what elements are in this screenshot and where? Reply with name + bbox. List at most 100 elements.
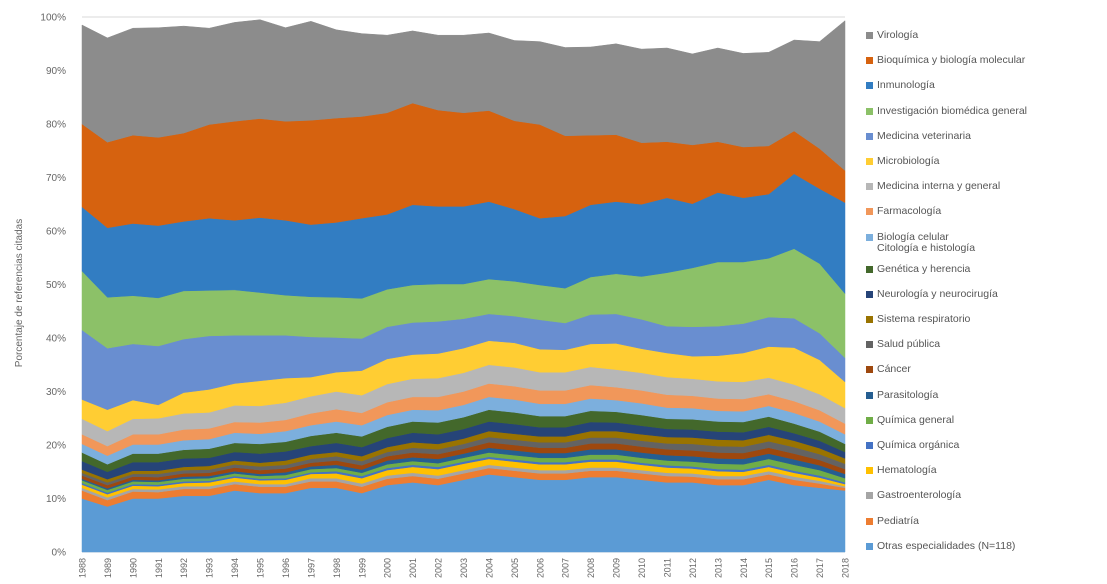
legend-swatch [866,208,873,216]
legend-swatch [866,492,873,500]
legend-item: Bioquímica y biología molecular [866,55,1025,66]
legend-swatch [866,517,873,525]
legend-swatch [866,57,873,65]
x-tick-label: 1999 [357,558,367,578]
legend-label: Hematología [877,464,937,477]
legend-label: Biología celular Citología e histología [877,230,976,254]
x-tick-label: 1990 [128,558,138,578]
legend-item: Cáncer [866,364,911,375]
y-tick-label: 50% [46,280,66,291]
y-tick-label: 30% [46,387,66,398]
legend-label: Farmacología [877,205,942,218]
x-tick-label: 2017 [815,558,825,578]
x-tick-label: 1989 [103,558,113,578]
y-tick-label: 80% [46,120,66,131]
x-tick-label: 2001 [408,558,418,578]
x-tick-label: 2009 [612,558,622,578]
x-tick-label: 1993 [205,558,215,578]
x-tick-label: 1995 [256,558,266,578]
legend-swatch [866,316,873,323]
legend-item: Medicina veterinaria [866,129,971,142]
legend-swatch [866,391,873,399]
x-tick-label: 2015 [764,558,774,578]
x-tick-label: 2012 [688,558,698,578]
legend-label: Genética y herencia [877,262,971,275]
x-tick-label: 1998 [332,558,342,578]
x-tick-label: 2011 [663,558,673,577]
legend-item: Gastroenterología [866,490,961,501]
x-tick-label: 1996 [281,558,291,578]
legend-label: Gastroenterología [877,489,962,502]
x-tick-label: 1994 [230,558,240,578]
legend-swatch [866,107,873,115]
x-tick-label: 2000 [383,558,393,578]
legend-swatch [866,467,873,475]
legend-swatch [866,416,873,424]
x-tick-label: 2003 [459,558,469,578]
y-tick-label: 0% [52,548,67,559]
x-tick-label: 1992 [179,558,189,578]
legend-label: Bioquímica y biología molecular [877,54,1026,67]
legend-label: Medicina veterinaria [877,129,971,142]
legend-item: Neurología y neurocirugía [866,287,998,300]
x-tick-label: 2005 [510,558,520,578]
legend-label: Pediatría [877,514,920,527]
legend-swatch [866,341,873,349]
legend-item: Medicina interna y general [866,181,1000,192]
x-tick-label: 2007 [561,558,571,578]
legend-swatch [866,233,873,241]
legend-label: Investigación biomédica general [877,104,1028,117]
legend-item: Parasitología [866,388,939,401]
legend-swatch [866,132,873,140]
legend-item: Química general [866,413,955,426]
x-tick-label: 2004 [484,558,494,578]
area-series-layer [81,19,846,553]
y-tick-label: 100% [40,13,66,24]
legend-swatch [866,82,873,90]
legend-label: Cáncer [877,363,911,376]
legend-item: Investigación biomédica general [866,104,1028,117]
legend-item: Microbiología [866,156,939,167]
x-tick-label: 1997 [306,558,316,578]
y-tick-label: 10% [46,494,66,505]
y-tick-labels: 0% 10% 20% 30% 40% 50% 60% 70% 80% 90% 100% [40,13,66,559]
x-tick-label: 2010 [637,558,647,578]
stacked-area-chart: Porcentaje de referencias citadas 0% 10% 2… [14,13,851,579]
x-tick-label: 2006 [535,558,545,578]
y-tick-label: 60% [46,227,66,238]
legend-swatch [866,265,873,273]
x-tick-label: 1991 [154,558,164,578]
legend-item: Biología celular Citología e histología [866,230,976,254]
legend-item: Sistema respiratorio [866,314,970,325]
legend-label: Virología [877,29,919,41]
y-axis-title: Porcentaje de referencias citadas [14,219,25,367]
legend-label: Inmunología [877,79,935,92]
x-tick-label: 2016 [790,558,800,578]
x-tick-label: 2014 [739,558,749,578]
legend-label: Química orgánica [877,439,960,451]
legend-item: Farmacología [866,206,941,217]
legend-item: Genética y herencia [866,262,971,275]
legend-label: Neurología y neurocirugía [877,287,998,300]
legend-label: Parasitología [877,388,939,401]
x-tick-label: 2002 [434,558,444,578]
y-tick-label: 90% [46,66,66,77]
legend-label: Sistema respiratorio [877,313,971,325]
legend-item: Virología [866,30,918,41]
legend-swatch [866,158,873,165]
legend-label: Otras especialidades (N=118) [877,539,1016,552]
x-tick-label: 2018 [841,558,851,578]
x-tick-labels: 1988 1989 1990 1991 1992 1993 1994 1995 1996 1997… [78,558,851,578]
x-tick-label: 2013 [713,558,723,578]
y-tick-label: 20% [46,441,66,452]
legend-label: Microbiología [877,155,940,167]
legend-swatch [866,32,873,39]
legend-swatch [866,290,873,298]
legend-label: Química general [877,413,955,426]
legend-swatch [866,366,873,374]
legend-item: Salud pública [866,339,940,350]
legend-item: Otras especialidades (N=118) [866,539,1016,552]
legend-label: Salud pública [877,338,941,351]
legend-item: Inmunología [866,80,935,91]
legend-item: Hematología [866,465,937,476]
